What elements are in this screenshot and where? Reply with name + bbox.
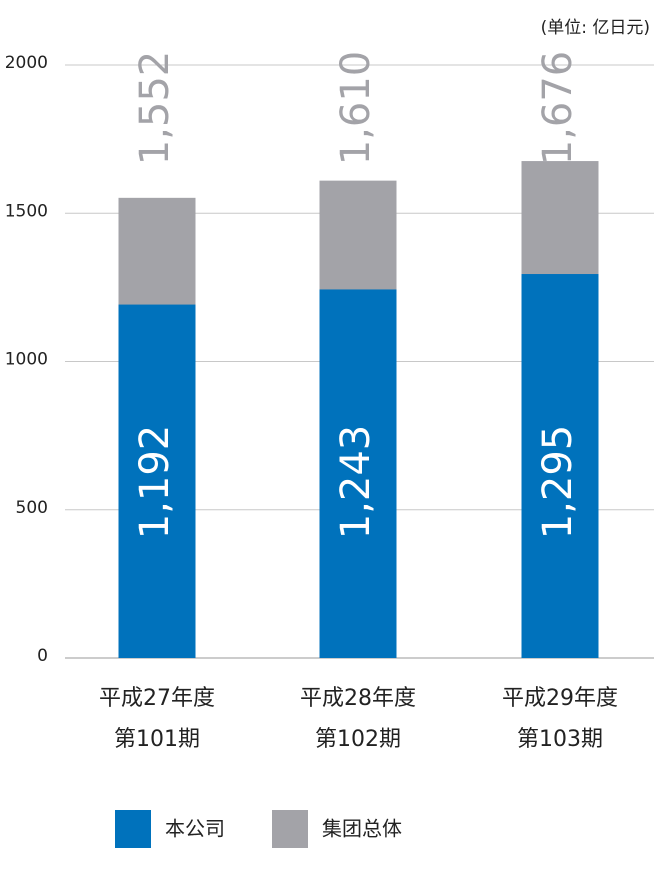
- value-label: 1,243: [333, 425, 379, 540]
- x-tick-label: 第103期: [517, 727, 603, 752]
- legend-swatch: [115, 810, 151, 848]
- y-tick-label: 1500: [5, 201, 48, 221]
- bar: [319, 289, 397, 658]
- x-tick-label: 第102期: [315, 727, 401, 752]
- x-tick-label: 平成29年度: [502, 686, 618, 711]
- value-label: 1,552: [132, 51, 178, 166]
- unit-note: (单位: 亿日元): [541, 18, 650, 38]
- legend-label: 本公司: [165, 817, 225, 841]
- value-label: 1,610: [333, 51, 379, 166]
- legend-label: 集团总体: [322, 817, 402, 841]
- x-tick-label: 平成28年度: [300, 686, 416, 711]
- value-label: 1,676: [535, 51, 581, 166]
- y-tick-label: 500: [16, 498, 48, 518]
- x-tick-label: 第101期: [114, 727, 200, 752]
- value-label: 1,192: [132, 425, 178, 540]
- bar: [118, 304, 196, 658]
- y-tick-label: 2000: [5, 53, 48, 73]
- x-tick-label: 平成27年度: [99, 686, 215, 711]
- y-tick-label: 0: [37, 646, 48, 666]
- value-label: 1,295: [535, 425, 581, 540]
- legend-swatch: [272, 810, 308, 848]
- y-tick-label: 1000: [5, 350, 48, 370]
- bar: [521, 274, 599, 658]
